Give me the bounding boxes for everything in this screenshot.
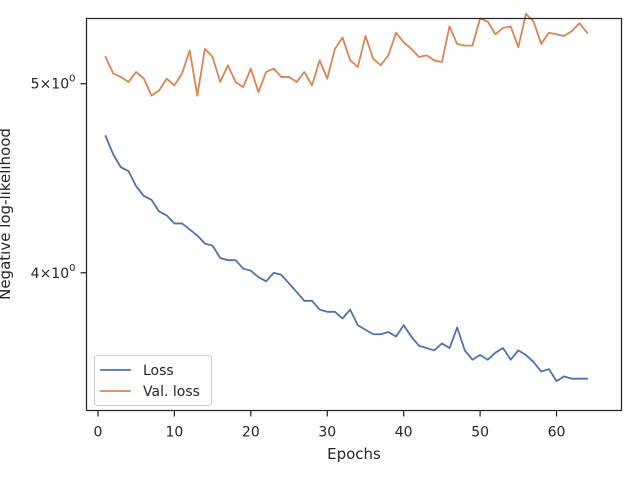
x-tick-label: 40 <box>395 425 413 441</box>
x-tick-label: 30 <box>318 425 336 441</box>
x-axis-ticks: 0 10 20 30 40 50 60 <box>94 410 566 441</box>
y-axis-ticks: 4×100 5×100 <box>31 74 87 282</box>
series-line-val-loss <box>104 12 589 97</box>
legend: Loss Val. loss <box>94 355 212 406</box>
legend-label-loss: Loss <box>143 363 174 379</box>
x-tick-label: 20 <box>242 425 260 441</box>
y-tick-label: 5×100 <box>31 74 76 93</box>
x-axis-label: Epochs <box>327 445 381 463</box>
y-tick-label: 4×100 <box>31 263 76 282</box>
x-tick-label: 0 <box>94 425 103 441</box>
x-tick-label: 50 <box>471 425 489 441</box>
x-tick-label: 10 <box>165 425 183 441</box>
legend-label-val-loss: Val. loss <box>143 384 200 400</box>
series-line-loss <box>104 134 589 383</box>
y-axis-label: Negative log-likelihood <box>0 128 14 300</box>
legend-frame <box>94 355 212 406</box>
x-tick-label: 60 <box>548 425 566 441</box>
series-lines <box>104 12 589 383</box>
plot-frame <box>85 17 623 412</box>
